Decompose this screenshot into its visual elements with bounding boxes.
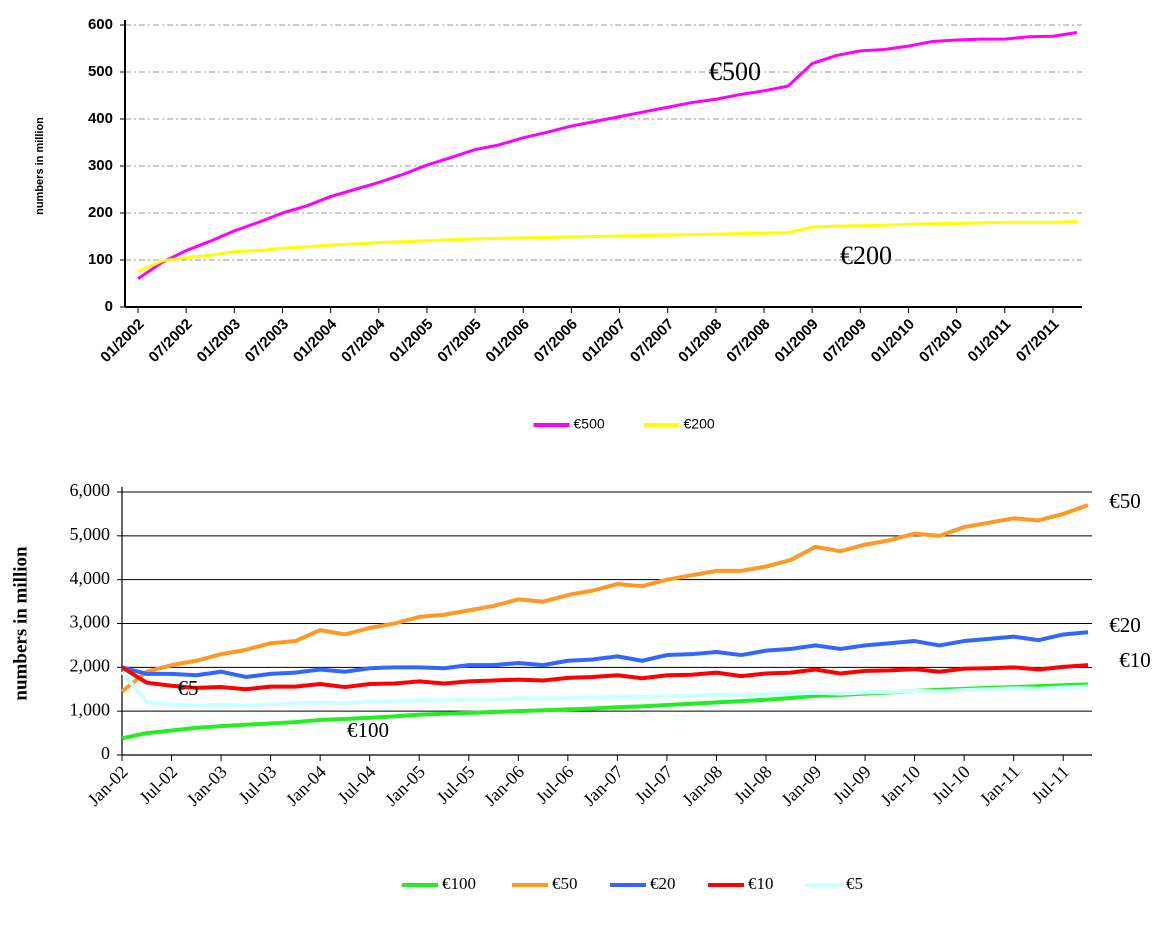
line-series: [120, 663, 1089, 692]
y-tick-label: 600: [88, 16, 113, 33]
legend-label: €50: [552, 874, 578, 893]
x-tick-label: Jul-04: [333, 762, 379, 808]
x-tick-label: 07/2006: [531, 316, 581, 366]
legend-label: €5: [846, 874, 863, 893]
x-tick-label: 07/2004: [338, 315, 389, 366]
x-tick-label: Jul-03: [234, 762, 280, 808]
line-series: [137, 31, 1078, 281]
legend-label: €100: [442, 874, 476, 893]
x-tick-label: Jul-09: [829, 762, 875, 808]
x-tick-label: 01/2011: [965, 316, 1015, 366]
annotation: €10: [1119, 648, 1151, 672]
annotation: €200: [840, 241, 892, 270]
annotation: €500: [709, 57, 761, 86]
y-tick-label: 0: [101, 743, 110, 763]
x-tick-label: Jul-02: [135, 762, 181, 808]
x-tick-label: Jul-10: [928, 762, 974, 808]
x-tick-label: Jul-06: [532, 762, 578, 808]
y-tick-label: 4,000: [70, 568, 111, 588]
y-tick-label: 3,000: [70, 612, 111, 632]
legend-label: €500: [574, 416, 605, 432]
legend-label: €200: [684, 416, 715, 432]
x-tick-label: 07/2010: [916, 316, 966, 366]
x-tick-label: 01/2007: [579, 316, 629, 366]
y-tick-label: 0: [105, 298, 113, 315]
x-tick-label: Jan-10: [876, 762, 924, 810]
x-tick-label: 01/2002: [97, 316, 147, 366]
x-tick-label: 07/2003: [242, 316, 292, 366]
y-tick-label: 100: [88, 251, 113, 268]
y-axis-label: numbers in million: [34, 117, 46, 215]
x-tick-label: 01/2008: [675, 316, 725, 366]
x-tick-label: 01/2005: [386, 316, 436, 366]
x-tick-label: Jan-06: [480, 762, 528, 810]
x-tick-label: Jul-07: [631, 762, 677, 808]
x-tick-label: 07/2005: [434, 316, 484, 366]
y-axis-label: numbers in million: [10, 546, 31, 701]
x-tick-label: Jan-05: [381, 762, 429, 810]
annotation: €100: [347, 718, 389, 742]
line-series: [121, 630, 1089, 679]
x-tick-label: Jan-02: [84, 762, 132, 810]
line-series: [120, 503, 1089, 694]
x-tick-label: 07/2007: [627, 316, 677, 366]
x-tick-label: 07/2009: [820, 316, 870, 366]
line-series: [137, 219, 1078, 274]
x-tick-label: Jan-08: [678, 762, 726, 810]
x-tick-label: 07/2011: [1013, 316, 1063, 366]
y-tick-label: 300: [88, 157, 113, 174]
y-tick-label: 2,000: [70, 655, 111, 675]
x-tick-label: Jan-04: [282, 762, 330, 810]
annotation: €5: [178, 676, 199, 700]
x-tick-label: 01/2010: [868, 316, 918, 366]
annotation: €50: [1109, 489, 1141, 513]
y-tick-label: 1,000: [70, 699, 111, 719]
x-tick-label: 01/2004: [290, 315, 341, 366]
x-tick-label: Jan-07: [579, 762, 627, 810]
y-tick-label: 5,000: [70, 524, 111, 544]
x-tick-label: 01/2006: [482, 316, 532, 366]
annotation: €20: [1109, 613, 1141, 637]
x-tick-label: 07/2002: [145, 316, 195, 366]
x-tick-label: Jan-11: [976, 762, 1024, 810]
y-tick-label: 200: [88, 204, 113, 221]
x-tick-label: Jan-09: [777, 762, 825, 810]
x-tick-label: Jul-08: [730, 762, 776, 808]
y-tick-label: 6,000: [70, 480, 111, 500]
line-series: [120, 670, 1089, 708]
legend-label: €20: [650, 874, 676, 893]
legend-label: €10: [748, 874, 774, 893]
y-tick-label: 500: [88, 63, 113, 80]
y-tick-label: 400: [88, 110, 113, 127]
x-tick-label: Jul-05: [433, 762, 479, 808]
x-tick-label: 01/2003: [194, 316, 244, 366]
x-tick-label: Jul-11: [1027, 762, 1072, 807]
x-tick-label: Jan-03: [183, 762, 231, 810]
x-tick-label: 01/2009: [771, 316, 821, 366]
x-tick-label: 07/2008: [723, 316, 773, 366]
